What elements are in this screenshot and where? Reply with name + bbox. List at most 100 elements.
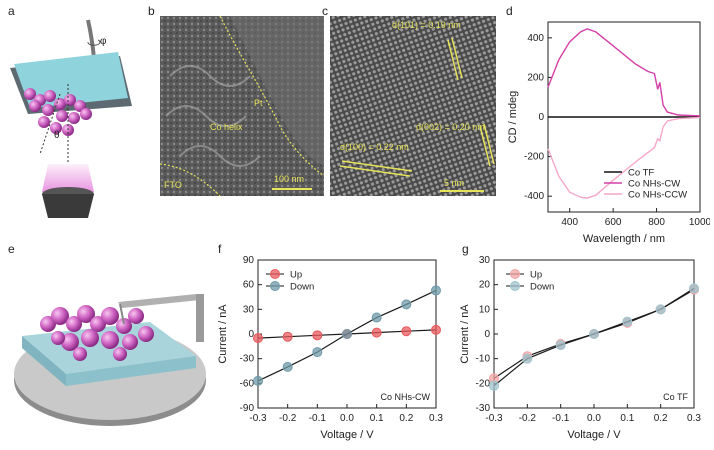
y-tick-label: -60: [240, 378, 255, 389]
tem-d002-label: d(002) = 0.20 nm: [416, 122, 485, 132]
data-point-down: [489, 380, 499, 391]
x-tick-label: -0.2: [279, 413, 297, 424]
data-point-down: [522, 353, 533, 364]
y-tick-label: 0: [484, 329, 490, 340]
substrate-top: [14, 52, 128, 108]
y-tick-label: 90: [243, 255, 255, 266]
y-tick-label: 30: [243, 304, 255, 315]
legend-marker: [270, 281, 280, 291]
y-tick-label: -20: [476, 378, 491, 389]
legend-label: Down: [530, 282, 554, 293]
x-tick-label: 0.1: [620, 413, 634, 424]
sample-substrate-side: [22, 336, 66, 386]
data-point-up: [431, 324, 441, 335]
y-tick-label: 60: [243, 280, 255, 291]
iv-curve-cw-chart: -90 -60 -30 0 30 60 90 -0.3 -0.2 -0.1 0.0 0.1 0.2 0.3…: [217, 255, 443, 441]
x-tick-label: 400: [561, 217, 578, 228]
panel-label-c: c: [322, 4, 328, 18]
data-point-down: [589, 329, 599, 339]
x-axis-label: Wavelength / nm: [583, 233, 665, 245]
tem-texture: [330, 16, 496, 196]
data-point-up: [401, 326, 412, 337]
deposition-schematic: φ θ: [10, 19, 132, 218]
legend-label: Co NHs-CCW: [628, 190, 687, 201]
data-point-down: [253, 375, 263, 386]
legend-marker: [510, 281, 520, 291]
sem-scale-bar: [272, 188, 312, 190]
vapor-beam: [42, 164, 94, 192]
phi-label: φ: [100, 36, 107, 47]
y-tick-label: -400: [524, 191, 544, 202]
sem-image: Pt Co helix FTO 100 nm: [160, 16, 324, 196]
afm-cantilever: [118, 294, 200, 308]
iv-curve-tf-chart: -30 -20 -10 0 10 20 30 -0.3 -0.2 -0.1 0.0 0.1 0.2 0.3…: [459, 255, 701, 441]
y-tick-label: 10: [479, 304, 491, 315]
y-tick-label: 20: [479, 280, 491, 291]
sample-substrate-front: [66, 356, 196, 386]
y-tick-label: 200: [527, 72, 544, 83]
x-tick-label: -0.3: [249, 413, 267, 424]
legend-marker: [510, 269, 520, 279]
y-tick-label: 30: [479, 255, 491, 266]
legend-label: Down: [290, 282, 314, 293]
tem-scale-label: 5 nm: [444, 178, 465, 188]
legend-label: Up: [530, 270, 542, 281]
x-tick-label: 0.0: [587, 413, 601, 424]
tem-image: d(101) = 0.19 nm d(002) = 0.20 nm d(100)…: [330, 16, 496, 196]
panel-label-d: d: [506, 4, 513, 18]
y-axis-label: Current / nA: [217, 304, 229, 364]
data-point-up: [282, 331, 293, 342]
data-point-down: [655, 304, 666, 315]
x-tick-label: -0.1: [309, 413, 327, 424]
y-tick-label: -10: [476, 354, 491, 365]
sem-texture: [160, 16, 324, 196]
y-tick-label: -90: [240, 403, 255, 414]
series-line-co-nhs-cw: [547, 28, 701, 117]
sem-helix-label: Co helix: [210, 122, 243, 132]
data-point-down: [689, 283, 699, 294]
x-tick-label: 0.1: [370, 413, 384, 424]
y-tick-label: -30: [240, 354, 255, 365]
data-point-up: [253, 333, 263, 344]
theta-label: θ: [54, 130, 60, 141]
x-tick-label: 0.2: [654, 413, 668, 424]
y-axis-label: CD / mdeg: [507, 91, 519, 144]
x-tick-label: 1000: [689, 217, 710, 228]
x-tick-label: 0.3: [687, 413, 701, 424]
data-point-down: [431, 285, 441, 296]
afm-schematic: [14, 294, 206, 426]
x-tick-label: 0.0: [340, 413, 354, 424]
data-point-down: [622, 316, 633, 327]
y-axis-label: Current / nA: [459, 304, 471, 364]
nanohelix-cluster: [24, 88, 92, 136]
tem-d100-label: d(100) = 0.22 nm: [340, 142, 409, 152]
legend-label: Up: [290, 270, 302, 281]
afm-tip: [119, 303, 125, 325]
sem-scale-label: 100 nm: [274, 174, 305, 184]
data-point-down: [282, 361, 293, 372]
x-axis-label: Voltage / V: [320, 429, 374, 441]
crucible-body: [42, 194, 94, 218]
legend-label: Co TF: [628, 168, 654, 179]
series-line-co-nhs-ccw: [547, 116, 701, 199]
x-tick-label: 800: [648, 217, 665, 228]
rotation-arrow-icon: [87, 39, 101, 46]
x-tick-label: -0.2: [519, 413, 537, 424]
chart-annotation: Co NHs-CW: [381, 392, 431, 402]
data-point-up: [312, 330, 323, 341]
sem-pt-label: Pt: [254, 98, 263, 108]
x-tick-label: 0.2: [399, 413, 413, 424]
y-tick-label: 400: [527, 33, 544, 44]
x-tick-label: -0.3: [485, 413, 503, 424]
tem-d101-label: d(101) = 0.19 nm: [392, 20, 461, 30]
data-point-down: [555, 340, 566, 351]
panel-label-b: b: [148, 4, 155, 18]
y-tick-label: 0: [538, 112, 544, 123]
y-tick-label: -200: [524, 152, 544, 163]
x-tick-label: 600: [605, 217, 622, 228]
x-axis-label: Voltage / V: [567, 429, 621, 441]
x-tick-label: 0.3: [429, 413, 443, 424]
sem-fto-label: FTO: [164, 180, 182, 190]
panel-label-e: e: [8, 242, 15, 256]
data-point-down: [401, 299, 412, 310]
